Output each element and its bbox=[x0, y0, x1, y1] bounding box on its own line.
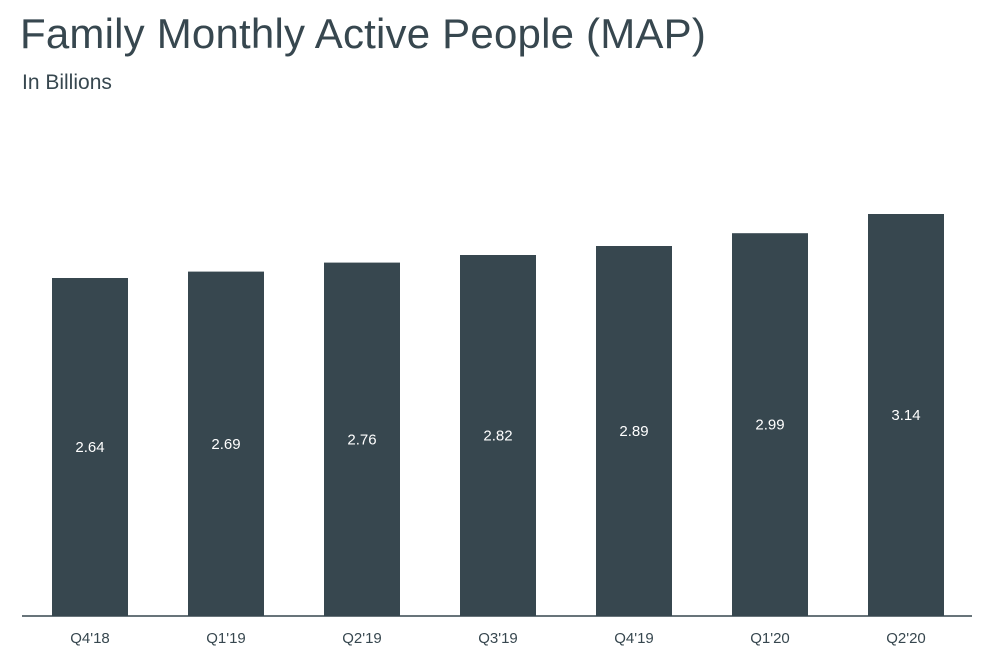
bar-3 bbox=[460, 255, 536, 616]
x-tick-label-3: Q3'19 bbox=[478, 630, 518, 647]
data-label-6: 3.14 bbox=[891, 407, 920, 424]
chart-title: Family Monthly Active People (MAP) bbox=[20, 10, 707, 57]
bar-4 bbox=[596, 246, 672, 616]
data-label-3: 2.82 bbox=[483, 428, 512, 445]
x-tick-label-1: Q1'19 bbox=[206, 630, 246, 647]
x-tick-label-5: Q1'20 bbox=[750, 630, 790, 647]
x-tick-label-6: Q2'20 bbox=[886, 630, 926, 647]
bar-6 bbox=[868, 214, 944, 616]
data-label-2: 2.76 bbox=[347, 431, 376, 448]
bar-0 bbox=[52, 278, 128, 616]
x-tick-label-0: Q4'18 bbox=[70, 630, 110, 647]
data-label-5: 2.99 bbox=[755, 417, 784, 434]
chart-subtitle: In Billions bbox=[22, 71, 112, 94]
bar-5 bbox=[732, 233, 808, 616]
bar-1 bbox=[188, 271, 264, 616]
bar-2 bbox=[324, 262, 400, 616]
data-label-1: 2.69 bbox=[211, 436, 240, 453]
data-label-4: 2.89 bbox=[619, 423, 648, 440]
data-label-0: 2.64 bbox=[75, 439, 104, 456]
x-tick-label-4: Q4'19 bbox=[614, 630, 654, 647]
x-tick-label-2: Q2'19 bbox=[342, 630, 382, 647]
